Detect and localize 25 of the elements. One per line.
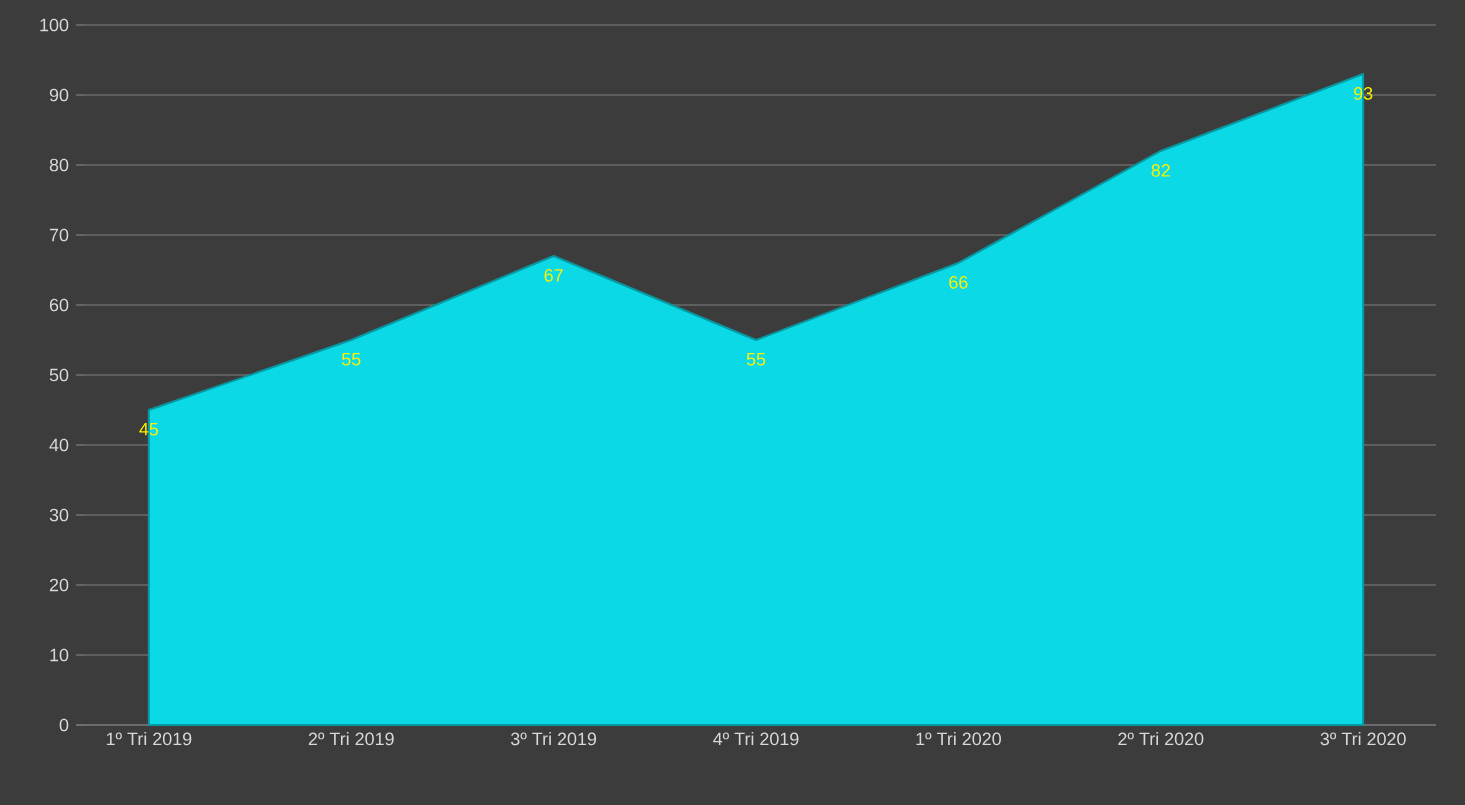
y-tick-label: 50 (49, 368, 69, 382)
data-label: 55 (341, 353, 361, 366)
x-tick-label: 2º Tri 2020 (1118, 732, 1204, 746)
data-label: 66 (949, 276, 968, 289)
data-label: 67 (544, 269, 563, 282)
x-tick-label: 3º Tri 2020 (1320, 732, 1406, 746)
y-tick-label: 30 (49, 508, 69, 522)
y-tick-label: 0 (59, 718, 69, 732)
y-tick-label: 40 (49, 438, 69, 452)
y-tick-label: 60 (49, 298, 69, 312)
x-tick-label: 1º Tri 2020 (916, 732, 1001, 746)
y-tick-label: 20 (49, 578, 69, 592)
x-tick-label: 1º Tri 2019 (106, 732, 192, 746)
y-tick-label: 80 (49, 158, 69, 172)
x-tick-label: 2º Tri 2019 (308, 732, 394, 746)
y-tick-label: 70 (49, 228, 69, 242)
y-tick-label: 100 (40, 18, 69, 32)
data-label: 93 (1354, 87, 1373, 100)
data-label: 45 (139, 423, 159, 436)
x-tick-label: 3º Tri 2019 (511, 732, 597, 746)
y-tick-label: 90 (49, 88, 69, 102)
data-label: 55 (746, 353, 766, 366)
data-label: 82 (1151, 164, 1170, 177)
y-tick-label: 10 (50, 648, 69, 662)
x-tick-label: 4º Tri 2019 (713, 732, 799, 746)
